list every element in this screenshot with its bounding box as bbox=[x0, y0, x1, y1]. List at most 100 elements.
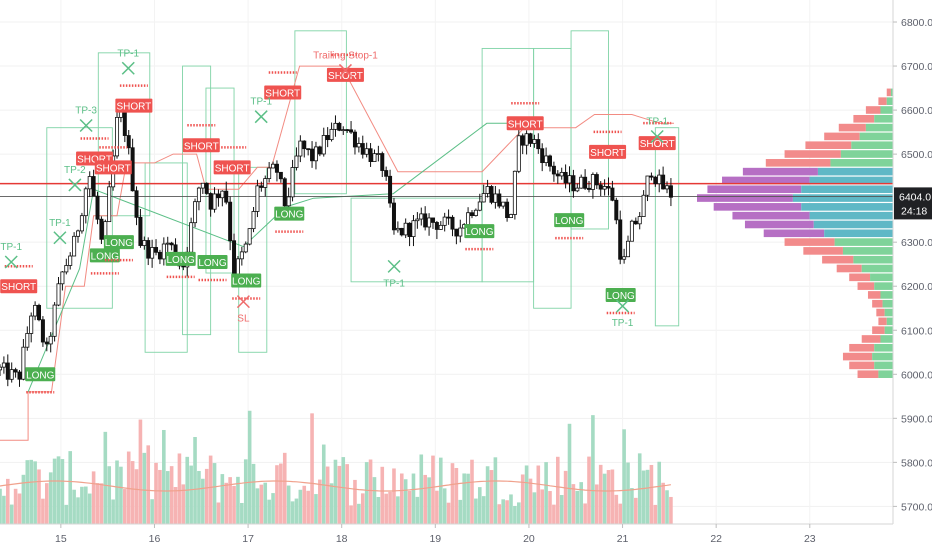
volume-bar bbox=[95, 483, 100, 524]
trade-zone-box bbox=[46, 127, 113, 309]
volume-bar bbox=[84, 486, 88, 524]
volume-bar bbox=[552, 504, 556, 524]
volume-bar bbox=[536, 465, 541, 524]
profile-buy-bar bbox=[834, 238, 893, 246]
exit-label: Trailing Stop-1 bbox=[313, 50, 378, 61]
volume-bar bbox=[571, 484, 576, 524]
volume-bar bbox=[138, 419, 143, 524]
profile-sell-bar bbox=[861, 335, 881, 343]
volume-bar bbox=[271, 493, 275, 524]
profile-sell-bar bbox=[878, 97, 887, 105]
candle-body bbox=[40, 319, 45, 343]
candle-body bbox=[232, 240, 237, 278]
profile-sell-bar bbox=[707, 185, 802, 194]
candle-body bbox=[555, 173, 560, 177]
profile-sell-bar bbox=[824, 132, 860, 141]
long-signal-label: LONG bbox=[232, 276, 261, 287]
candle-body bbox=[380, 153, 385, 171]
volume-bar bbox=[665, 490, 669, 524]
price-axis[interactable]: 5700.0 5800.0 5900.0 6000.0 6100.0 6200.0 6300… bbox=[893, 17, 932, 513]
candle-body bbox=[528, 133, 533, 144]
candle-body bbox=[142, 240, 147, 246]
time-axis[interactable]: 15 16 17 18 19 20 21 22 23 bbox=[55, 524, 816, 545]
candle-body bbox=[325, 135, 330, 141]
candle-body bbox=[497, 193, 502, 207]
profile-buy-bar bbox=[859, 132, 893, 141]
profile-sell-bar bbox=[838, 123, 866, 132]
candle-body bbox=[294, 155, 299, 168]
x-tick-label: 16 bbox=[149, 533, 161, 545]
candle-body bbox=[360, 143, 365, 155]
volume-bar bbox=[501, 499, 505, 524]
volume-bar bbox=[216, 502, 221, 524]
volume-bar bbox=[559, 495, 564, 524]
candle-body bbox=[493, 193, 498, 203]
candle-body bbox=[606, 186, 611, 189]
volume-bar bbox=[442, 488, 447, 524]
volume-bar bbox=[130, 461, 135, 524]
profile-sell-bar bbox=[742, 167, 818, 176]
candle-body bbox=[454, 228, 459, 237]
volume-bar bbox=[407, 490, 412, 524]
volume-bar bbox=[661, 482, 665, 524]
profile-buy-bar bbox=[890, 88, 893, 97]
y-tick-label: 6100.0 bbox=[901, 325, 932, 337]
profile-sell-bar bbox=[822, 255, 854, 264]
x-tick-label: 22 bbox=[710, 533, 722, 545]
profile-sell-bar bbox=[765, 159, 831, 167]
volume-bar bbox=[255, 488, 260, 524]
candle-body bbox=[282, 178, 287, 207]
volume-bar bbox=[134, 469, 139, 524]
volume-bar bbox=[6, 478, 10, 524]
profile-sell-bar bbox=[849, 343, 875, 352]
short-signal-tag bbox=[0, 279, 38, 294]
volume-bar bbox=[423, 474, 427, 524]
volume-bar bbox=[544, 462, 548, 524]
volume-bar bbox=[454, 467, 459, 524]
volume-bar bbox=[181, 484, 186, 524]
y-tick-label: 6700.0 bbox=[901, 61, 932, 73]
exit-x-icon bbox=[236, 295, 250, 309]
long-signal-label: LONG bbox=[26, 370, 55, 381]
exit-label: TP-2 bbox=[64, 165, 86, 176]
candle-body bbox=[189, 222, 194, 253]
candle-body bbox=[29, 315, 34, 334]
volume-bar bbox=[146, 445, 151, 524]
volume-bar bbox=[657, 461, 662, 524]
candle-body bbox=[598, 184, 603, 190]
volume-bar bbox=[438, 457, 443, 524]
volume-bar bbox=[21, 474, 26, 524]
volume-bar bbox=[431, 455, 435, 524]
candle-body bbox=[271, 163, 276, 169]
candle-body bbox=[563, 171, 568, 184]
candle-body bbox=[352, 131, 357, 148]
volume-bar bbox=[247, 410, 252, 524]
candle-body bbox=[95, 195, 100, 220]
volume-bar bbox=[314, 494, 318, 524]
candle-body bbox=[423, 213, 428, 228]
candle-body bbox=[548, 155, 553, 167]
candle-body bbox=[434, 222, 439, 230]
volume-bar bbox=[142, 452, 147, 524]
volume-bar bbox=[9, 504, 14, 524]
volume-bar bbox=[396, 496, 400, 524]
last-price-box bbox=[894, 187, 932, 220]
candle-body bbox=[633, 220, 638, 225]
candle-body bbox=[411, 220, 416, 238]
candle-body bbox=[251, 211, 256, 230]
volume-bar bbox=[653, 504, 658, 524]
volume-bar bbox=[177, 453, 182, 524]
candle-body bbox=[618, 219, 623, 260]
volume-bar bbox=[318, 479, 322, 524]
volume-bar bbox=[392, 468, 396, 524]
profile-buy-bar bbox=[882, 299, 893, 308]
volume-bar bbox=[602, 473, 607, 524]
candle-body bbox=[520, 135, 525, 146]
volume-bar bbox=[189, 465, 193, 524]
profile-buy-bar bbox=[870, 273, 893, 282]
candle-body bbox=[115, 117, 120, 157]
short-signal-label: SHORT bbox=[215, 163, 250, 174]
y-tick-label: 6600.0 bbox=[901, 105, 932, 117]
candle-body bbox=[259, 185, 264, 188]
